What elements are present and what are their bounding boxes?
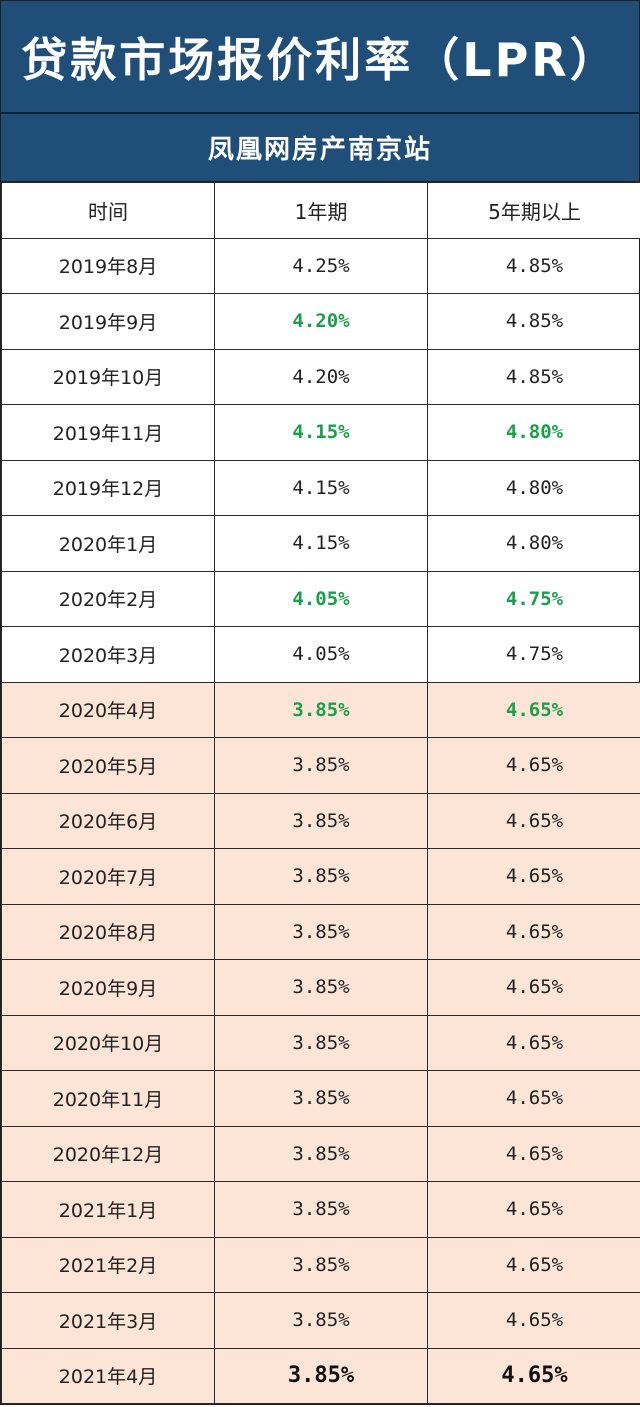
row-five-year-rate: 4.65% bbox=[427, 1181, 640, 1238]
row-date: 2020年12月 bbox=[1, 1125, 215, 1182]
row-five-year-rate: 4.80% bbox=[427, 515, 640, 572]
row-one-year-rate: 3.85% bbox=[214, 1292, 428, 1349]
row-date: 2019年9月 bbox=[1, 293, 215, 350]
table-row: 2020年5月 3.85% 4.65% bbox=[1, 737, 640, 794]
row-five-year-rate: 4.75% bbox=[427, 626, 640, 683]
row-date: 2020年11月 bbox=[1, 1070, 215, 1127]
table-row: 2020年4月 3.85% 4.65% bbox=[1, 681, 640, 738]
row-date: 2020年6月 bbox=[1, 792, 215, 849]
row-five-year-rate: 4.65% bbox=[427, 1236, 640, 1293]
row-date: 2019年11月 bbox=[1, 404, 215, 461]
row-one-year-rate: 4.05% bbox=[214, 626, 428, 683]
table-row: 2019年11月 4.15% 4.80% bbox=[1, 404, 640, 461]
row-five-year-rate: 4.65% bbox=[427, 959, 640, 1016]
row-date: 2021年4月 bbox=[1, 1347, 215, 1404]
row-one-year-rate: 4.25% bbox=[214, 237, 428, 294]
row-one-year-rate: 3.85% bbox=[214, 848, 428, 905]
row-one-year-rate: 4.05% bbox=[214, 570, 428, 627]
table-row: 2021年1月 3.85% 4.65% bbox=[1, 1181, 640, 1238]
table-row: 2020年7月 3.85% 4.65% bbox=[1, 848, 640, 905]
row-five-year-rate: 4.65% bbox=[427, 903, 640, 960]
row-date: 2021年3月 bbox=[1, 1292, 215, 1349]
table-row: 2019年12月 4.15% 4.80% bbox=[1, 459, 640, 516]
row-date: 2020年7月 bbox=[1, 848, 215, 905]
row-one-year-rate: 4.15% bbox=[214, 459, 428, 516]
row-five-year-rate: 4.65% bbox=[427, 1070, 640, 1127]
row-date: 2019年8月 bbox=[1, 237, 215, 294]
column-header-one-year: 1年期 bbox=[214, 182, 428, 239]
table-row: 2021年2月 3.85% 4.65% bbox=[1, 1236, 640, 1293]
row-one-year-rate: 4.15% bbox=[214, 404, 428, 461]
row-one-year-rate: 3.85% bbox=[214, 1347, 428, 1404]
row-five-year-rate: 4.65% bbox=[427, 792, 640, 849]
row-one-year-rate: 3.85% bbox=[214, 903, 428, 960]
row-five-year-rate: 4.65% bbox=[427, 1347, 640, 1404]
row-one-year-rate: 4.20% bbox=[214, 348, 428, 405]
row-five-year-rate: 4.65% bbox=[427, 1125, 640, 1182]
column-header-date: 时间 bbox=[1, 182, 215, 239]
row-date: 2020年5月 bbox=[1, 737, 215, 794]
row-five-year-rate: 4.65% bbox=[427, 1014, 640, 1071]
row-one-year-rate: 3.85% bbox=[214, 1236, 428, 1293]
row-five-year-rate: 4.65% bbox=[427, 681, 640, 738]
row-date: 2019年12月 bbox=[1, 459, 215, 516]
row-one-year-rate: 3.85% bbox=[214, 681, 428, 738]
row-date: 2020年2月 bbox=[1, 570, 215, 627]
table-row: 2020年2月 4.05% 4.75% bbox=[1, 570, 640, 627]
table-row: 2020年12月 3.85% 4.65% bbox=[1, 1125, 640, 1182]
table-row: 2020年9月 3.85% 4.65% bbox=[1, 959, 640, 1016]
row-one-year-rate: 3.85% bbox=[214, 1125, 428, 1182]
row-five-year-rate: 4.65% bbox=[427, 848, 640, 905]
table-row: 2021年4月 3.85% 4.65% bbox=[1, 1347, 640, 1404]
table-row: 2019年8月 4.25% 4.85% bbox=[1, 237, 640, 294]
row-five-year-rate: 4.80% bbox=[427, 404, 640, 461]
row-five-year-rate: 4.85% bbox=[427, 293, 640, 350]
page-title: 贷款市场报价利率（LPR） bbox=[1, 1, 639, 114]
row-date: 2020年10月 bbox=[1, 1014, 215, 1071]
row-five-year-rate: 4.80% bbox=[427, 459, 640, 516]
row-five-year-rate: 4.65% bbox=[427, 737, 640, 794]
row-date: 2020年9月 bbox=[1, 959, 215, 1016]
table-row: 2019年9月 4.20% 4.85% bbox=[1, 293, 640, 350]
table-row: 2020年11月 3.85% 4.65% bbox=[1, 1070, 640, 1127]
row-date: 2021年1月 bbox=[1, 1181, 215, 1238]
row-one-year-rate: 3.85% bbox=[214, 792, 428, 849]
row-date: 2019年10月 bbox=[1, 348, 215, 405]
row-one-year-rate: 3.85% bbox=[214, 1181, 428, 1238]
row-five-year-rate: 4.65% bbox=[427, 1292, 640, 1349]
row-five-year-rate: 4.85% bbox=[427, 348, 640, 405]
table-header-row: 时间 1年期 5年期以上 bbox=[1, 182, 640, 239]
row-one-year-rate: 4.15% bbox=[214, 515, 428, 572]
row-one-year-rate: 3.85% bbox=[214, 1014, 428, 1071]
page-subtitle: 凤凰网房产南京站 bbox=[1, 114, 639, 182]
table-row: 2019年10月 4.20% 4.85% bbox=[1, 348, 640, 405]
table-row: 2020年1月 4.15% 4.80% bbox=[1, 515, 640, 572]
table-row: 2021年3月 3.85% 4.65% bbox=[1, 1292, 640, 1349]
row-one-year-rate: 4.20% bbox=[214, 293, 428, 350]
row-date: 2021年2月 bbox=[1, 1236, 215, 1293]
table-row: 2020年3月 4.05% 4.75% bbox=[1, 626, 640, 683]
row-one-year-rate: 3.85% bbox=[214, 737, 428, 794]
row-five-year-rate: 4.75% bbox=[427, 570, 640, 627]
row-date: 2020年8月 bbox=[1, 903, 215, 960]
row-date: 2020年4月 bbox=[1, 681, 215, 738]
table-row: 2020年6月 3.85% 4.65% bbox=[1, 792, 640, 849]
table-row: 2020年10月 3.85% 4.65% bbox=[1, 1014, 640, 1071]
row-one-year-rate: 3.85% bbox=[214, 1070, 428, 1127]
row-five-year-rate: 4.85% bbox=[427, 237, 640, 294]
row-date: 2020年1月 bbox=[1, 515, 215, 572]
column-header-five-year: 5年期以上 bbox=[427, 182, 640, 239]
row-one-year-rate: 3.85% bbox=[214, 959, 428, 1016]
table-row: 2020年8月 3.85% 4.65% bbox=[1, 903, 640, 960]
lpr-table: 时间 1年期 5年期以上 2019年8月 4.25% 4.85% 2019年9月 4.2… bbox=[1, 182, 640, 1404]
row-date: 2020年3月 bbox=[1, 626, 215, 683]
